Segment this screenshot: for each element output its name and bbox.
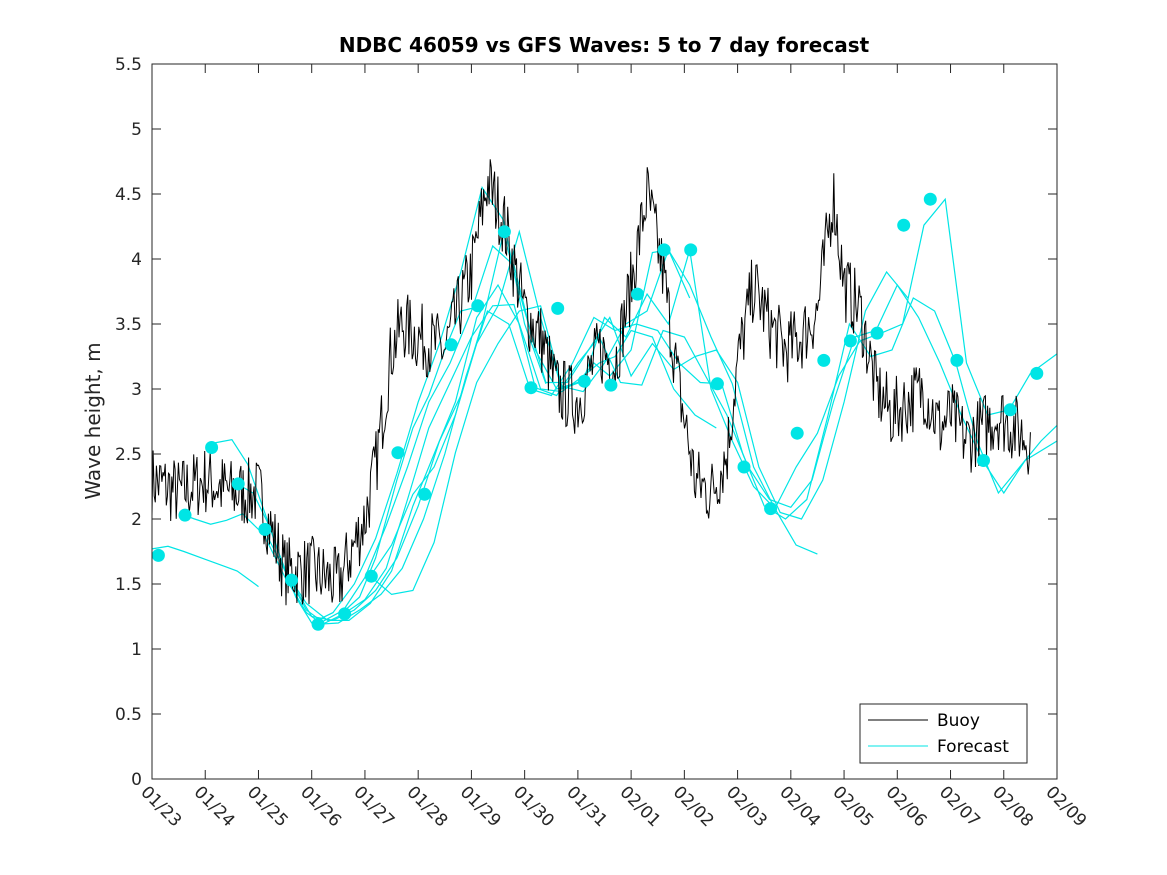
forecast-marker — [285, 573, 298, 587]
forecast-marker — [790, 426, 804, 440]
forecast-marker — [684, 243, 698, 257]
y-tick-label: 3.5 — [115, 315, 142, 335]
forecast-marker — [524, 381, 538, 395]
forecast-marker — [311, 617, 325, 631]
y-axis-label: Wave height, m — [81, 342, 105, 499]
plot-area — [151, 159, 1058, 631]
forecast-marker — [577, 374, 591, 388]
forecast-marker — [950, 353, 964, 367]
axes-box — [151, 63, 1058, 780]
forecast-marker — [497, 225, 511, 239]
y-tick-label: 4 — [131, 250, 142, 270]
y-tick-label: 3 — [131, 380, 142, 400]
forecast-marker — [418, 487, 432, 501]
y-tick-label: 4.5 — [115, 185, 142, 205]
legend: Buoy Forecast — [859, 703, 1028, 764]
legend-forecast-label: Forecast — [937, 737, 1009, 757]
forecast-marker — [737, 460, 751, 474]
forecast-marker — [817, 353, 831, 367]
forecast-marker — [604, 378, 618, 392]
forecast-marker — [444, 338, 458, 352]
forecast-line-2 — [210, 186, 547, 624]
forecast-line-6 — [316, 297, 1058, 625]
y-tick-label: 2 — [131, 510, 142, 530]
forecast-line-9 — [369, 197, 1058, 577]
forecast-marker — [1030, 366, 1044, 380]
forecast-marker — [870, 326, 884, 340]
forecast-marker — [338, 607, 352, 621]
y-tick-label: 0.5 — [115, 705, 142, 725]
forecast-marker — [631, 287, 644, 301]
forecast-marker — [843, 334, 857, 348]
forecast-marker — [471, 299, 485, 313]
legend-box — [859, 703, 1028, 764]
forecast-line-8 — [369, 248, 818, 596]
forecast-marker — [977, 454, 990, 467]
forecast-marker — [151, 548, 165, 562]
forecast-marker — [1003, 403, 1017, 417]
forecast-marker — [205, 441, 219, 454]
forecast-line-7 — [343, 283, 1058, 615]
forecast-marker — [710, 377, 724, 391]
legend-buoy-label: Buoy — [937, 711, 980, 731]
forecast-marker — [178, 508, 192, 522]
y-tick-label: 5 — [131, 120, 142, 140]
forecast-marker — [364, 569, 378, 583]
forecast-marker — [923, 192, 937, 206]
forecast-line-0 — [151, 545, 259, 588]
buoy-line — [151, 159, 1031, 606]
y-tick-label: 0 — [131, 770, 142, 790]
y-tick-label: 1 — [131, 640, 142, 660]
y-tick-label: 1.5 — [115, 575, 142, 595]
chart-title: NDBC 46059 vs GFS Waves: 5 to 7 day fore… — [339, 33, 870, 57]
y-tick-label: 5.5 — [115, 55, 142, 75]
forecast-marker — [231, 477, 245, 491]
forecast-marker — [897, 218, 911, 232]
forecast-marker — [657, 243, 671, 257]
forecast-marker — [764, 502, 778, 516]
y-tick-label: 2.5 — [115, 445, 142, 465]
forecast-marker — [258, 522, 272, 536]
forecast-marker — [391, 446, 405, 460]
forecast-marker — [551, 301, 565, 315]
